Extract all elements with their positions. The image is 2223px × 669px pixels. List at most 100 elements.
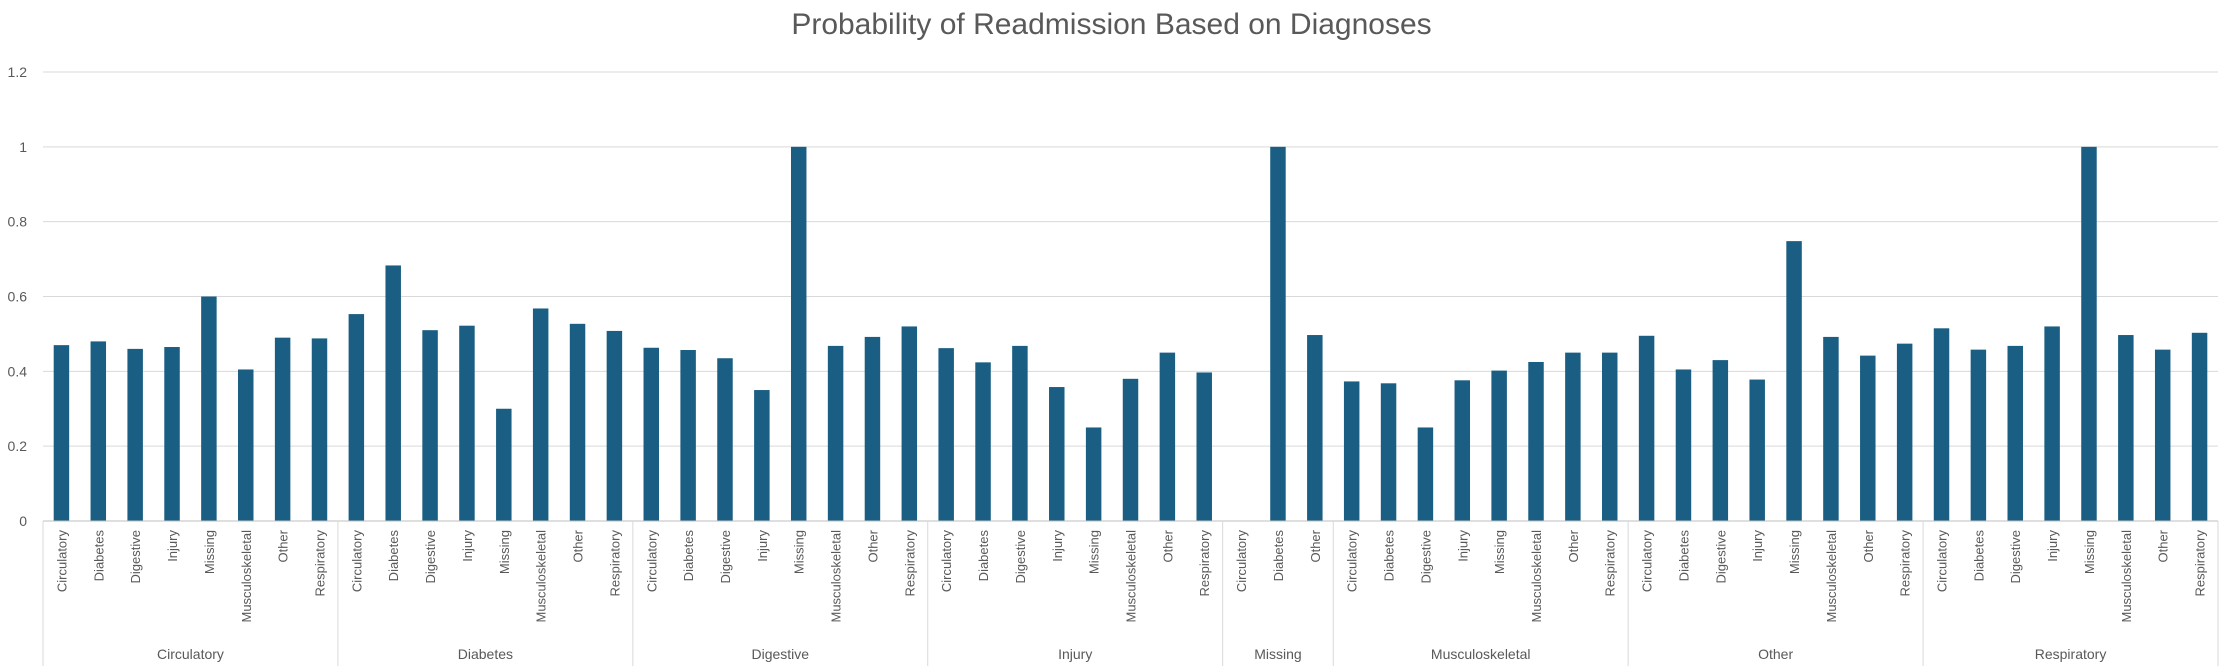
bar [1012,345,1028,521]
x-tick-label: Diabetes [1382,530,1397,582]
y-axis-tick-labels: 0 0.2 0.4 0.6 0.8 1 1.2 [8,64,28,529]
x-tick-label: Digestive [1418,530,1433,583]
x-tick-label: Musculoskeletal [1124,530,1139,623]
x-tick-label: Other [1566,529,1581,562]
x-tick-label: Missing [2082,530,2097,574]
x-tick-label: Diabetes [1971,530,1986,582]
bar [569,323,586,521]
x-tick-label: Digestive [128,530,143,583]
x-tick-label: Injury [165,530,180,562]
bar [53,345,70,521]
bar [1565,352,1581,521]
y-tick-label: 0.4 [8,363,28,379]
x-axis: Circulatory Diabetes Digestive Injury Missin… [42,520,2219,666]
bar [164,347,180,521]
x-tick-label: Musculoskeletal [2119,530,2134,623]
chart-title: Probability of Readmission Based on Diag… [791,8,1432,41]
x-tick-label: Other [865,529,880,562]
bar [1085,427,1102,521]
group-label: Musculoskeletal [1431,646,1531,662]
bar [717,358,733,521]
x-tick-label: Missing [497,530,512,574]
x-tick-label: Diabetes [1271,530,1286,582]
x-tick-label: Digestive [1013,530,1028,583]
bar [1933,328,1950,521]
x-tick-label: Digestive [1713,530,1728,583]
x-tick-label: Other [2156,529,2171,562]
x-tick-label: Musculoskeletal [829,530,844,623]
x-tick-label: Respiratory [902,530,917,597]
bar [680,350,696,521]
bar [238,369,254,521]
x-tick-label: Circulatory [939,530,954,593]
x-tick-label: Respiratory [312,530,327,597]
bar [1049,387,1065,521]
bar [1196,372,1212,521]
x-tick-label: Circulatory [349,530,364,593]
x-tick-label: Injury [1455,530,1470,562]
bars [53,146,2208,522]
bar [1159,352,1176,521]
bar [274,337,291,521]
bar [1122,378,1139,521]
bar [1380,383,1397,521]
x-tick-label: Musculoskeletal [1529,530,1544,623]
x-tick-label: Injury [460,530,475,562]
bar [422,330,438,521]
bar [1823,336,1839,521]
bar [1270,146,1286,522]
y-tick-label: 0 [19,513,27,529]
x-tick-label: Circulatory [1345,530,1360,593]
bar [606,330,623,521]
bar [2044,326,2060,521]
x-tick-label: Respiratory [2193,530,2208,597]
bar [901,326,918,521]
bar [90,341,107,521]
x-tick-label: Missing [792,530,807,574]
x-tick-label: Other [276,529,291,562]
x-tick-label: Injury [2045,530,2060,562]
bar [311,338,328,521]
bar [1970,349,1987,521]
x-tick-label: Respiratory [607,530,622,597]
bar [201,296,217,521]
x-tick-label: Injury [755,530,770,562]
bar [459,325,475,521]
bar [1528,361,1544,521]
bar [496,408,512,521]
x-tick-label: Musculoskeletal [239,530,254,623]
x-tick-label: Circulatory [54,530,69,593]
group-label: Diabetes [458,646,513,662]
x-tick-label: Circulatory [644,530,659,593]
y-tick-label: 0.6 [8,289,28,305]
x-tick-label: Circulatory [1935,530,1950,593]
bar [385,265,401,521]
x-tick-label: Other [1861,529,1876,562]
group-label: Other [1758,646,1793,662]
x-tick-label: Other [1160,529,1175,562]
x-tick-label: Missing [1087,530,1102,574]
bar [1343,381,1360,521]
bar [1712,360,1729,521]
x-tick-label: Missing [1787,530,1802,574]
x-tick-label: Respiratory [1603,530,1618,597]
y-tick-label: 1.2 [8,64,28,80]
bar [938,348,954,521]
x-tick-label: Respiratory [1197,530,1212,597]
group-label: Respiratory [2035,646,2107,662]
x-tick-label: Other [1308,529,1323,562]
bar [754,390,770,521]
x-tick-label: Diabetes [386,530,401,582]
bar [127,348,143,521]
bar [643,347,660,521]
group-label: Digestive [751,646,809,662]
x-tick-label: Digestive [2008,530,2023,583]
x-tick-label: Circulatory [1234,530,1249,593]
bar [1307,335,1323,521]
bar [1896,343,1913,521]
x-tick-label: Digestive [423,530,438,583]
bar [1675,369,1692,521]
x-tick-label: Diabetes [681,530,696,582]
bar [864,336,881,521]
